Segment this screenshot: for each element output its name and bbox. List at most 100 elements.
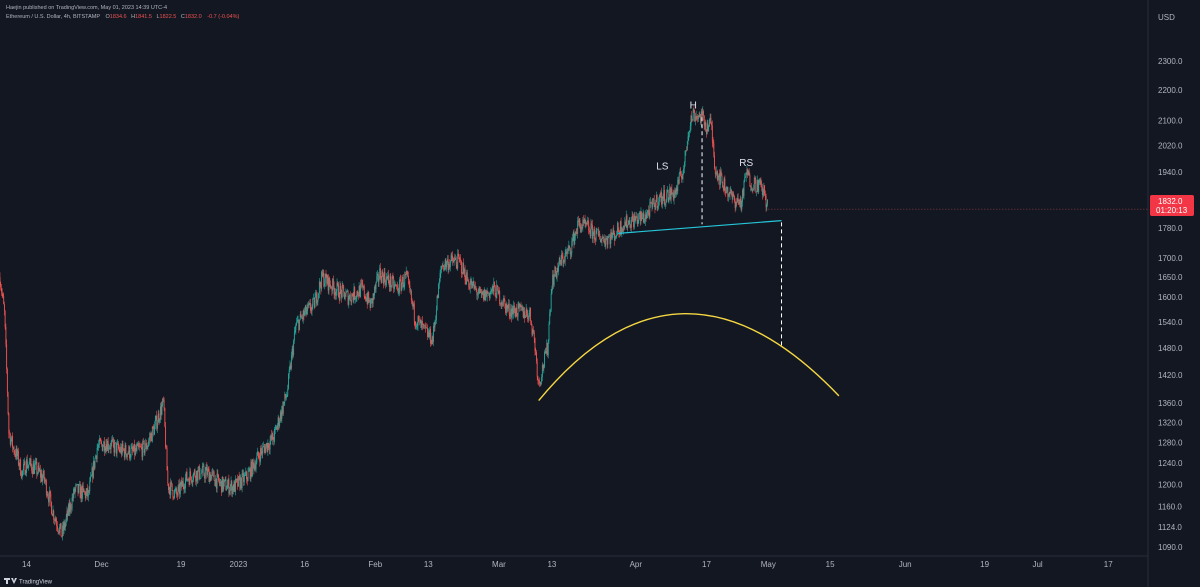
candle-body: [632, 216, 634, 219]
candle-body: [105, 444, 107, 451]
candle-body: [90, 475, 92, 477]
candle-body: [56, 526, 58, 530]
candle-body: [504, 299, 506, 304]
candle-body: [458, 256, 460, 259]
candle-body: [552, 274, 554, 286]
candle-body: [104, 441, 105, 452]
candle-body: [249, 468, 251, 479]
candle-body: [453, 259, 455, 263]
candle-body: [647, 209, 649, 213]
candle-body: [697, 117, 699, 119]
candle-body: [92, 467, 94, 478]
candle-body: [350, 300, 352, 303]
candle-body: [589, 232, 591, 236]
candle-body: [336, 282, 338, 291]
candle-body: [79, 484, 81, 499]
candle-body: [508, 303, 509, 309]
candle-body: [668, 197, 670, 202]
candle-body: [234, 481, 236, 492]
candle-body: [680, 175, 682, 178]
candle-body: [98, 444, 100, 447]
candle-body: [149, 437, 151, 438]
candle-body: [304, 305, 306, 312]
candle-body: [661, 191, 663, 205]
candle-body: [57, 529, 59, 532]
candle-body: [261, 451, 263, 454]
candle-body: [86, 488, 88, 493]
candle-body: [589, 230, 590, 233]
candle-body: [372, 293, 374, 304]
candle-body: [355, 297, 357, 299]
candle-body: [440, 270, 442, 274]
candle-body: [445, 259, 447, 268]
candle-body: [588, 221, 590, 231]
candle-body: [597, 228, 599, 235]
candle-body: [722, 181, 724, 188]
candle-body: [367, 292, 369, 304]
candle-body: [299, 319, 300, 330]
candle-body: [43, 470, 45, 480]
candle-body: [619, 221, 621, 235]
candle-body: [72, 497, 74, 499]
candle-body: [747, 169, 749, 176]
candle-body: [18, 464, 20, 466]
candle-body: [471, 282, 473, 288]
candle-body: [62, 525, 64, 537]
candle-body: [742, 189, 744, 196]
candle-body: [410, 290, 412, 292]
candle-body: [758, 179, 760, 183]
candle-body: [481, 292, 483, 295]
candle-body: [55, 519, 57, 522]
candle-body: [411, 300, 413, 302]
time-axis[interactable]: 14 Dec 19 2023 16 Feb 13 Mar 13 Apr 17 May 15 Jun 19 Ju…: [22, 560, 1113, 569]
candle-body: [393, 278, 395, 289]
candle-body: [23, 463, 24, 471]
candle-body: [116, 443, 118, 454]
ohlc-high-value: 1841.5: [135, 14, 152, 20]
candle-body: [535, 351, 537, 353]
candle-body: [553, 276, 555, 286]
candle-body: [347, 291, 349, 305]
candle-body: [707, 123, 709, 132]
candle-body: [331, 287, 333, 291]
candle-body: [312, 298, 314, 306]
candle-body: [594, 239, 596, 241]
candle-body: [631, 216, 633, 221]
candle-body: [34, 462, 36, 465]
candle-body: [87, 490, 89, 497]
candle-body: [276, 424, 278, 430]
candle-body: [257, 451, 259, 456]
candle-body: [396, 285, 398, 287]
candle-body: [751, 189, 753, 191]
candle-body: [160, 406, 162, 415]
candle-body: [494, 286, 496, 297]
candle-body: [530, 320, 532, 326]
candle-body: [663, 189, 665, 199]
tradingview-logo[interactable]: TradingView: [4, 578, 53, 586]
candle-body: [36, 461, 38, 475]
candle-body: [196, 470, 197, 482]
candle-body: [66, 510, 68, 518]
candle-body: [425, 327, 427, 329]
candle-body: [444, 266, 445, 270]
candle-body: [17, 450, 19, 456]
candle-body: [207, 468, 208, 476]
candle-body: [419, 319, 420, 321]
candle-body: [607, 237, 609, 245]
candle-body: [221, 480, 222, 493]
candle-body: [733, 195, 735, 202]
candle-body: [371, 298, 373, 301]
candle-body: [397, 286, 399, 293]
candle-body: [52, 510, 54, 516]
candle-body: [403, 284, 405, 287]
candle-body: [469, 287, 470, 289]
candle-body: [101, 444, 103, 451]
candle-body: [483, 291, 484, 300]
candle-body: [398, 292, 400, 294]
candle-body: [389, 276, 391, 287]
candle-body: [25, 472, 27, 475]
candle-body: [484, 289, 486, 301]
price-axis[interactable]: 2300.02200.02100.02020.01940.01860.01780…: [1158, 57, 1183, 552]
candle-body: [313, 298, 315, 308]
